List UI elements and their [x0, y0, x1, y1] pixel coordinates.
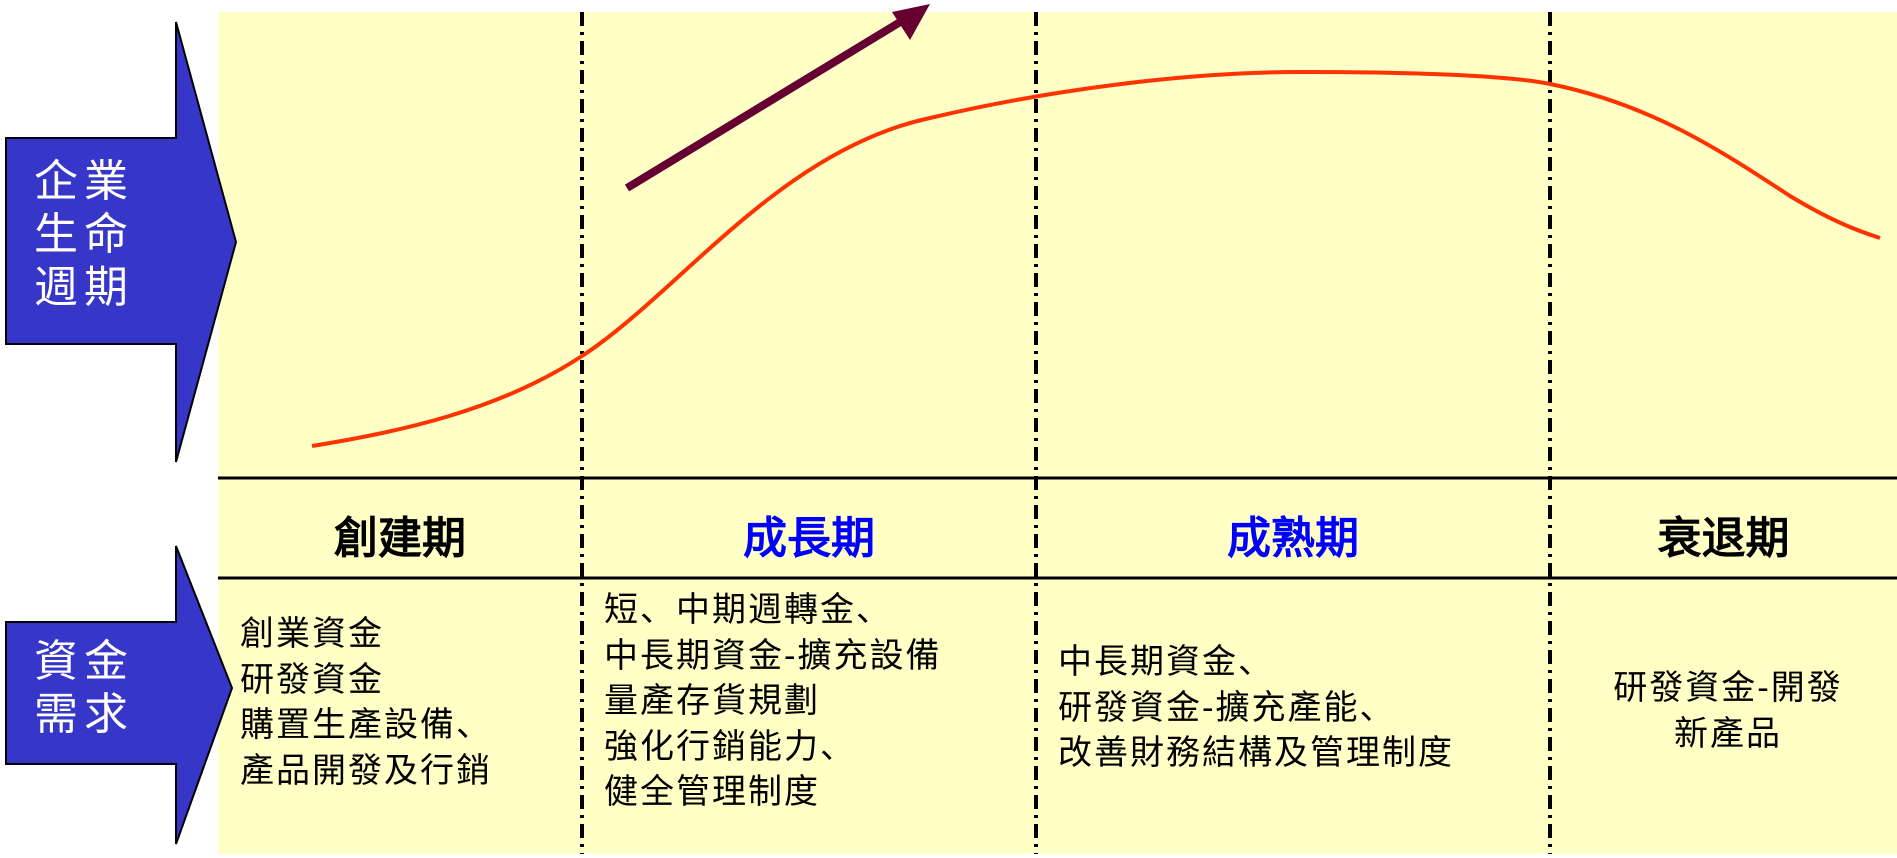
- growth-trend-arrow: [624, 12, 913, 192]
- lifecycle-block-arrow: [5, 21, 238, 463]
- funding-needs-growth: 短、中期週轉金、 中長期資金-擴充設備 量產存貨規劃 強化行銷能力、 健全管理制…: [604, 590, 942, 813]
- growth-trend-arrowhead: [892, 4, 930, 40]
- funding-needs-decline: 研發資金-開發 新產品: [1613, 668, 1843, 754]
- funding-needs-mature: 中長期資金、 研發資金-擴充產能、 改善財務結構及管理制度: [1058, 642, 1454, 774]
- diagram-panel: [218, 12, 1897, 854]
- stage-title-decline: 衰退期: [1657, 513, 1790, 564]
- funding-needs-startup: 創業資金 研發資金 購置生產設備、 產品開發及行銷: [240, 614, 492, 791]
- lifecycle-curve: [311, 69, 1881, 448]
- stage-title-mature: 成熟期: [1227, 513, 1359, 564]
- funding-label: 資金 需求: [34, 636, 134, 740]
- stage-title-growth: 成長期: [743, 513, 875, 564]
- funding-block-arrow: [5, 545, 234, 845]
- stage-title-startup: 創建期: [334, 513, 466, 564]
- lifecycle-label: 企業 生命 週期: [34, 156, 134, 313]
